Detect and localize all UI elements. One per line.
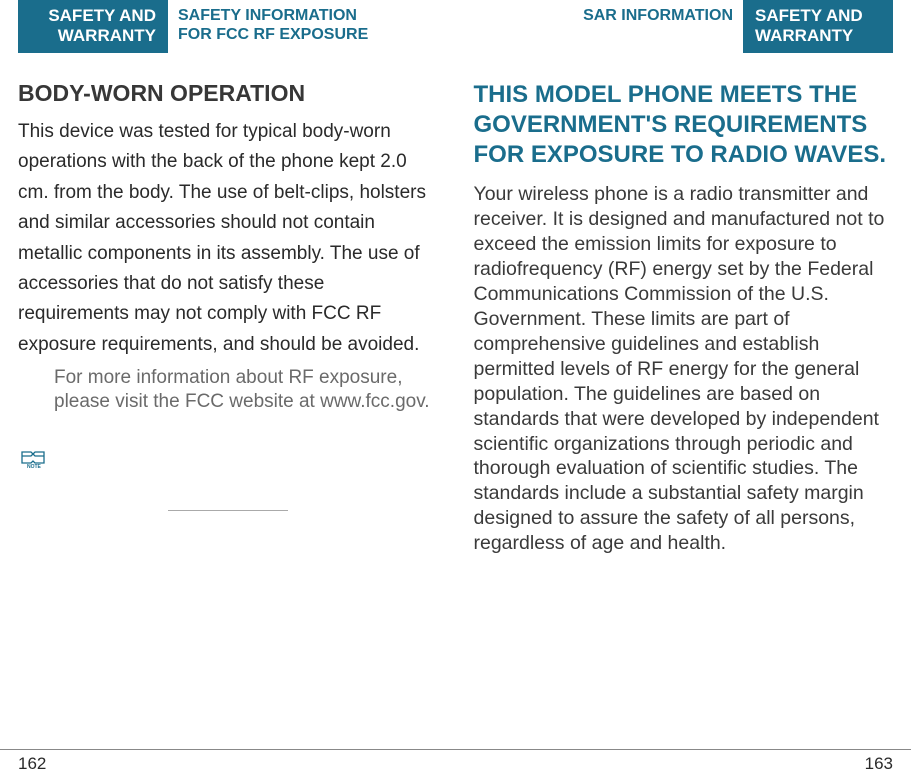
right-page: SAR INFORMATION SAFETY AND WARRANTY THIS…: [456, 0, 911, 782]
subtitle-line2: FOR FCC RF EXPOSURE: [178, 25, 368, 44]
left-page-number: 162: [18, 754, 46, 774]
left-body-text: This device was tested for typical body-…: [18, 117, 438, 360]
subtitle-line1: SAFETY INFORMATION: [178, 6, 368, 25]
svg-text:NOTE: NOTE: [27, 464, 42, 469]
section-divider: [168, 510, 288, 511]
right-header: SAR INFORMATION SAFETY AND WARRANTY: [474, 0, 894, 54]
left-header: SAFETY AND WARRANTY SAFETY INFORMATION F…: [18, 0, 438, 54]
note-icon: NOTE: [20, 449, 438, 474]
right-section-tab: SAFETY AND WARRANTY: [743, 0, 893, 53]
right-subtitle: SAR INFORMATION: [474, 0, 744, 25]
left-subtitle: SAFETY INFORMATION FOR FCC RF EXPOSURE: [168, 0, 368, 44]
tab-line1: SAFETY AND: [755, 6, 881, 26]
right-page-number: 163: [865, 754, 893, 774]
left-note-text: For more information about RF exposure, …: [18, 366, 438, 415]
left-footer: 162: [0, 749, 456, 774]
left-page: SAFETY AND WARRANTY SAFETY INFORMATION F…: [0, 0, 456, 782]
tab-line2: WARRANTY: [755, 26, 881, 46]
right-heading: THIS MODEL PHONE MEETS THE GOVERNMENT'S …: [474, 80, 894, 170]
document-spread: SAFETY AND WARRANTY SAFETY INFORMATION F…: [0, 0, 911, 782]
left-heading: BODY-WORN OPERATION: [18, 80, 438, 107]
right-body-text: Your wireless phone is a radio transmitt…: [474, 182, 894, 556]
tab-line2: WARRANTY: [30, 26, 156, 46]
left-section-tab: SAFETY AND WARRANTY: [18, 0, 168, 53]
tab-line1: SAFETY AND: [30, 6, 156, 26]
right-footer: 163: [456, 749, 911, 774]
